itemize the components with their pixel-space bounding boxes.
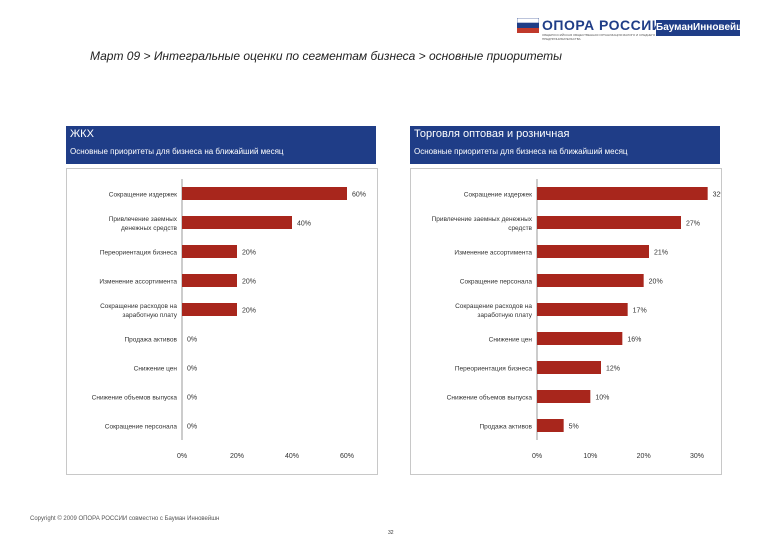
x-tick-label: 20%: [230, 453, 244, 460]
copyright-footer: Copyright © 2009 ОПОРА РОССИИ совместно …: [30, 516, 220, 522]
bar: [537, 216, 681, 229]
data-label: 20%: [649, 279, 663, 286]
panel-title: ЖКХ: [70, 128, 94, 140]
category-label-line: Снижение цен: [134, 366, 178, 373]
page-number: 32: [388, 530, 394, 536]
category-label-line: заработную плату: [477, 311, 532, 319]
category-label: Продажа активов: [124, 337, 177, 344]
x-tick-label: 10%: [583, 453, 597, 460]
category-label-line: денежных средств: [121, 225, 178, 232]
category-label: Сокращение расходов на заработную плату: [100, 303, 178, 319]
partner-logo: БауманИнновейшн: [656, 20, 751, 36]
russian-flag-icon: [517, 18, 539, 33]
bar: [182, 187, 347, 200]
panel-header-left: ЖКХ Основные приоритеты для бизнеса на б…: [66, 126, 376, 164]
category-label: Изменение ассортимента: [99, 279, 177, 286]
category-label-line: Привлечение заемных денежных: [432, 216, 533, 223]
bar: [537, 332, 623, 345]
x-tick-label: 30%: [690, 453, 704, 460]
bar: [537, 419, 564, 432]
bar: [537, 187, 708, 200]
category-label-line: Снижение цен: [489, 337, 533, 344]
category-label: Переориентация бизнеса: [455, 365, 533, 373]
category-label-line: Сокращение персонала: [460, 279, 533, 286]
category-label-line: Сокращение расходов на: [455, 303, 532, 310]
category-label: Привлечение заемных денежных средств: [432, 216, 533, 232]
data-label: 17%: [633, 308, 647, 315]
x-tick-label: 40%: [285, 453, 299, 460]
bar: [537, 390, 591, 403]
category-label: Снижение цен: [489, 337, 533, 344]
data-label: 0%: [187, 424, 197, 431]
bar-chart-trade: 32% Сокращение издержек 27% Привлечение зае…: [432, 179, 721, 460]
category-label-line: Продажа активов: [124, 337, 177, 344]
category-label-line: Снижение объемов выпуска: [92, 394, 178, 402]
category-label-line: Сокращение издержек: [109, 192, 177, 199]
bar: [182, 274, 237, 287]
category-label: Изменение ассортимента: [454, 250, 532, 257]
category-label: Сокращение издержек: [109, 192, 177, 199]
category-label: Продажа активов: [479, 424, 532, 431]
category-label-line: Привлечение заемных: [109, 216, 178, 223]
category-label: Переориентация бизнеса: [100, 249, 178, 257]
category-label: Снижение цен: [134, 366, 178, 373]
category-label: Привлечение заемных денежных средств: [109, 216, 178, 232]
category-label: Снижение объемов выпуска: [447, 394, 533, 402]
category-label-line: Переориентация бизнеса: [455, 365, 533, 373]
category-label-line: Сокращение издержек: [464, 192, 532, 199]
category-label: Сокращение расходов на заработную плату: [455, 303, 533, 319]
chart-container-left: 60% Сокращение издержек 40% Привлечение зае…: [66, 168, 378, 475]
category-label: Снижение объемов выпуска: [92, 394, 178, 402]
data-label: 21%: [654, 250, 668, 257]
x-tick-label: 60%: [340, 453, 354, 460]
data-label: 40%: [297, 221, 311, 228]
panel-header-right: Торговля оптовая и розничная Основные пр…: [410, 126, 720, 164]
category-label-line: заработную плату: [122, 311, 177, 319]
category-label-line: Сокращение персонала: [105, 424, 178, 431]
data-label: 20%: [242, 279, 256, 286]
logo-main-text: ОПОРА РОССИИ: [542, 17, 663, 33]
category-label: Сокращение издержек: [464, 192, 532, 199]
category-label: Сокращение персонала: [105, 424, 178, 431]
category-label-line: Сокращение расходов на: [100, 303, 177, 310]
data-label: 20%: [242, 250, 256, 257]
data-label: 10%: [595, 395, 609, 402]
data-label: 27%: [686, 221, 700, 228]
bar-chart-zhkh: 60% Сокращение издержек 40% Привлечение зае…: [92, 179, 366, 460]
category-label-line: средств: [508, 225, 532, 232]
panel-subtitle: Основные приоритеты для бизнеса на ближа…: [70, 147, 284, 156]
data-label: 32%: [713, 192, 721, 199]
x-tick-label: 0%: [177, 453, 187, 460]
data-label: 0%: [187, 366, 197, 373]
data-label: 16%: [627, 337, 641, 344]
data-label: 0%: [187, 337, 197, 344]
category-label-line: Изменение ассортимента: [99, 279, 177, 286]
bar: [537, 303, 628, 316]
bar: [537, 361, 601, 374]
page-title: Март 09 > Интегральные оценки по сегмент…: [90, 49, 562, 63]
x-tick-label: 0%: [532, 453, 542, 460]
category-label-line: Изменение ассортимента: [454, 250, 532, 257]
panel-subtitle: Основные приоритеты для бизнеса на ближа…: [414, 147, 628, 156]
data-label: 60%: [352, 192, 366, 199]
data-label: 5%: [569, 424, 579, 431]
x-tick-label: 20%: [637, 453, 651, 460]
bar: [182, 216, 292, 229]
bar: [537, 245, 649, 258]
bar: [537, 274, 644, 287]
data-label: 12%: [606, 366, 620, 373]
chart-container-right: 32% Сокращение издержек 27% Привлечение зае…: [410, 168, 722, 475]
panel-title: Торговля оптовая и розничная: [414, 128, 570, 140]
category-label-line: Переориентация бизнеса: [100, 249, 178, 257]
category-label: Сокращение персонала: [460, 279, 533, 286]
category-label-line: Продажа активов: [479, 424, 532, 431]
category-label-line: Снижение объемов выпуска: [447, 394, 533, 402]
data-label: 0%: [187, 395, 197, 402]
data-label: 20%: [242, 308, 256, 315]
logo-sub-text: ОБЩЕРОССИЙСКАЯ ОБЩЕСТВЕННАЯ ОРГАНИЗАЦИЯ …: [542, 33, 656, 41]
bar: [182, 245, 237, 258]
bar: [182, 303, 237, 316]
